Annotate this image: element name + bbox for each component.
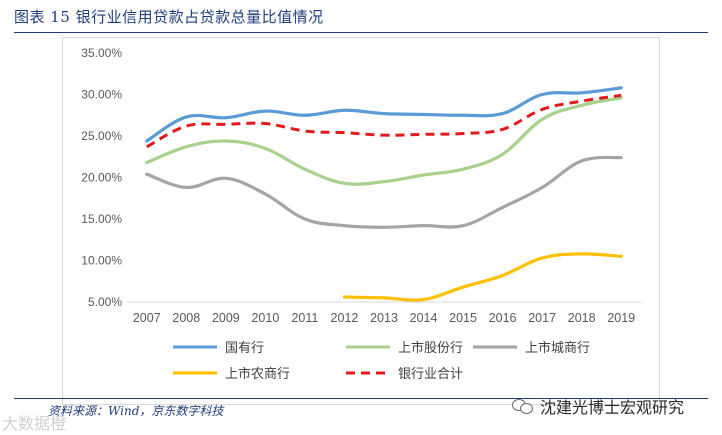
chart-frame: 5.00% 10.00% 15.00% 20.00% 25.00% 30.00% 35.00… xyxy=(62,37,660,405)
x-tick-label: 2018 xyxy=(568,311,596,325)
legend-item: 上市农商行 xyxy=(173,366,290,382)
legend-label: 银行业合计 xyxy=(398,367,463,382)
legend-item: 银行业合计 xyxy=(346,367,463,382)
x-tick-label: 2013 xyxy=(370,311,398,325)
x-tick-label: 2010 xyxy=(251,311,279,325)
series-line xyxy=(342,252,623,302)
title-divider xyxy=(14,32,708,33)
y-tick-label: 20.00% xyxy=(81,171,122,185)
y-tick-label: 30.00% xyxy=(81,88,122,102)
x-tick-label: 2019 xyxy=(607,311,635,325)
line-chart: 5.00% 10.00% 15.00% 20.00% 25.00% 30.00% 35.00… xyxy=(81,46,641,382)
source-divider xyxy=(14,398,708,399)
wechat-icon xyxy=(512,398,534,414)
brand-name: 沈建光博士宏观研究 xyxy=(540,398,685,417)
y-tick-label: 5.00% xyxy=(88,295,122,309)
x-tick-label: 2015 xyxy=(449,311,477,325)
legend-label: 国有行 xyxy=(225,341,264,356)
figure-title: 图表 15 银行业信用贷款占贷款总量比值情况 xyxy=(14,8,324,26)
legend-label: 上市股份行 xyxy=(398,340,463,356)
legend-item: 上市城商行 xyxy=(473,340,590,356)
legend-label: 上市农商行 xyxy=(225,366,290,382)
legend-item: 国有行 xyxy=(173,341,264,356)
y-tick-label: 10.00% xyxy=(81,254,122,268)
brand-label: 沈建光博士宏观研究 xyxy=(512,394,684,418)
series-line xyxy=(146,93,622,149)
x-tick-label: 2011 xyxy=(291,311,318,325)
x-tick-label: 2009 xyxy=(212,311,240,325)
series-5 xyxy=(146,93,622,149)
x-tick-label: 2007 xyxy=(133,311,161,325)
series-line xyxy=(145,155,623,229)
series-3 xyxy=(145,155,623,229)
x-tick-label: 2014 xyxy=(410,311,438,325)
series-4 xyxy=(342,252,623,302)
x-tick-label: 2016 xyxy=(489,311,517,325)
legend-label: 上市城商行 xyxy=(525,340,590,356)
x-tick-label: 2017 xyxy=(528,311,556,325)
series-1 xyxy=(145,86,623,143)
x-tick-label: 2012 xyxy=(331,311,359,325)
series-2 xyxy=(145,96,623,186)
watermark: 大数据橙 xyxy=(2,414,67,433)
source-note: 资料来源：Wind，京东数字科技 xyxy=(48,404,224,418)
y-tick-label: 35.00% xyxy=(81,46,122,60)
y-tick-label: 15.00% xyxy=(81,212,122,226)
series-line xyxy=(145,96,623,186)
x-tick-label: 2008 xyxy=(172,311,200,325)
y-tick-label: 25.00% xyxy=(81,129,122,143)
legend-item: 上市股份行 xyxy=(346,340,463,356)
